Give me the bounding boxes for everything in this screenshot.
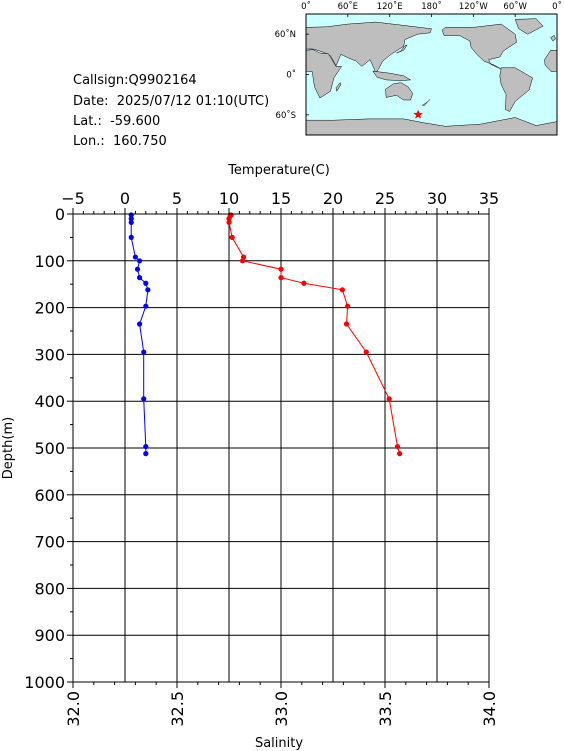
land-indonesia bbox=[372, 70, 412, 81]
map-frame bbox=[305, 13, 558, 136]
salinity-data-point bbox=[134, 266, 141, 272]
salinity-tick-label: 32.0 bbox=[64, 691, 83, 727]
callsign-text: Callsign:Q9902164 bbox=[73, 73, 197, 88]
temperature-axis-label: Temperature(C) bbox=[227, 163, 330, 178]
map-lat-label: 0˚ bbox=[286, 70, 296, 81]
temperature-tick-label: 10 bbox=[219, 189, 239, 208]
temperature-data-point bbox=[339, 287, 345, 293]
chart-frame bbox=[72, 213, 490, 683]
float-position-marker bbox=[413, 109, 423, 119]
land-north-america bbox=[441, 23, 517, 70]
land-japan bbox=[396, 44, 408, 54]
map-lon-label: 60˚E bbox=[338, 1, 358, 12]
temperature-data-point bbox=[363, 349, 369, 355]
depth-tick-label: 800 bbox=[34, 579, 65, 598]
depth-tick-label: 400 bbox=[34, 392, 65, 411]
temperature-tick-label: 30 bbox=[427, 189, 447, 208]
location-star-icon bbox=[413, 109, 423, 119]
depth-tick-label: 300 bbox=[34, 345, 65, 364]
salinity-data-point bbox=[145, 287, 151, 293]
map-lon-label: 180˚ bbox=[421, 1, 441, 12]
salinity-tick-label: 32.5 bbox=[168, 691, 187, 727]
latitude-text: Lat.: -59.600 bbox=[73, 114, 161, 129]
temperature-profile-line bbox=[228, 214, 401, 454]
salinity-tick-label: 34.0 bbox=[480, 691, 499, 727]
temperature-tick-label: −5 bbox=[61, 189, 85, 208]
salinity-data-point bbox=[143, 443, 149, 450]
depth-tick-label: 100 bbox=[34, 252, 65, 271]
temperature-data-point bbox=[301, 280, 307, 286]
land-greenland bbox=[514, 18, 544, 35]
land-uk bbox=[550, 35, 556, 42]
temperature-data-point bbox=[226, 219, 232, 226]
depth-axis-label: Depth(m) bbox=[1, 417, 16, 479]
temperature-tick-label: 15 bbox=[271, 189, 291, 208]
temperature-data-point bbox=[278, 266, 284, 272]
salinity-data-point bbox=[132, 254, 138, 260]
temperature-data-point bbox=[229, 234, 235, 240]
location-map: 0˚ 60˚E 120˚E 180˚ 120˚W 60˚W 0˚ 60˚N 0˚ 60˚S bbox=[275, 1, 562, 136]
salinity-data-point bbox=[143, 303, 149, 309]
temperature-data-point bbox=[394, 443, 401, 450]
land-south-america bbox=[499, 67, 533, 112]
depth-tick-label: 0 bbox=[55, 205, 65, 224]
salinity-data-point bbox=[128, 219, 134, 226]
depth-tick-label: 900 bbox=[34, 626, 65, 645]
map-lat-label: 60˚N bbox=[275, 29, 296, 40]
salinity-data-point bbox=[128, 216, 134, 222]
map-lon-label: 120˚E bbox=[377, 1, 403, 12]
land-africa-west bbox=[305, 49, 343, 99]
map-lon-label: 0˚ bbox=[301, 1, 311, 12]
temperature-tick-label: 5 bbox=[172, 189, 182, 208]
salinity-data-point bbox=[128, 234, 134, 240]
salinity-data-point bbox=[141, 396, 147, 402]
land-new-zealand bbox=[421, 99, 431, 106]
map-lat-label: 60˚S bbox=[276, 110, 296, 121]
map-lon-label: 60˚W bbox=[503, 1, 527, 12]
temperature-data-point bbox=[278, 275, 284, 281]
depth-tick-label: 700 bbox=[34, 533, 65, 552]
depth-tick-label: 1000 bbox=[24, 673, 65, 692]
depth-tick-label: 500 bbox=[34, 439, 65, 458]
salinity-tick-label: 33.5 bbox=[376, 691, 395, 727]
depth-tick-label: 200 bbox=[34, 299, 65, 318]
temperature-tick-label: 35 bbox=[479, 189, 499, 208]
map-lon-label: 120˚W bbox=[459, 1, 488, 12]
salinity-axis-label: Salinity bbox=[255, 736, 303, 751]
salinity-tick-label: 33.0 bbox=[272, 691, 291, 727]
temperature-data-point bbox=[386, 396, 392, 402]
salinity-data-point bbox=[136, 321, 143, 327]
land-madagascar bbox=[335, 82, 342, 92]
map-lon-label: 0˚ bbox=[552, 1, 562, 12]
temperature-data-point bbox=[226, 216, 232, 222]
salinity-data-point bbox=[143, 451, 149, 457]
salinity-data-point bbox=[143, 280, 149, 286]
land-australia bbox=[385, 82, 413, 101]
temperature-data-point bbox=[343, 321, 350, 327]
temperature-data-point bbox=[396, 451, 403, 457]
temperature-data-point bbox=[239, 258, 246, 264]
chart-grid bbox=[72, 213, 490, 683]
temperature-data-point bbox=[344, 303, 351, 309]
temperature-tick-label: 0 bbox=[120, 189, 130, 208]
salinity-data-point bbox=[136, 258, 143, 264]
map-labels: 0˚ 60˚E 120˚E 180˚ 120˚W 60˚W 0˚ 60˚N 0˚ 60˚S bbox=[275, 1, 562, 121]
date-text: Date: 2025/07/12 01:10(UTC) bbox=[73, 94, 270, 109]
temperature-tick-label: 25 bbox=[375, 189, 395, 208]
chart-series bbox=[128, 212, 403, 457]
salinity-profile-line bbox=[130, 214, 149, 454]
salinity-data-point bbox=[136, 275, 143, 281]
longitude-text: Lon.: 160.750 bbox=[73, 134, 167, 149]
temperature-tick-label: 20 bbox=[323, 189, 343, 208]
depth-tick-label: 600 bbox=[34, 486, 65, 505]
salinity-data-point bbox=[141, 349, 147, 355]
